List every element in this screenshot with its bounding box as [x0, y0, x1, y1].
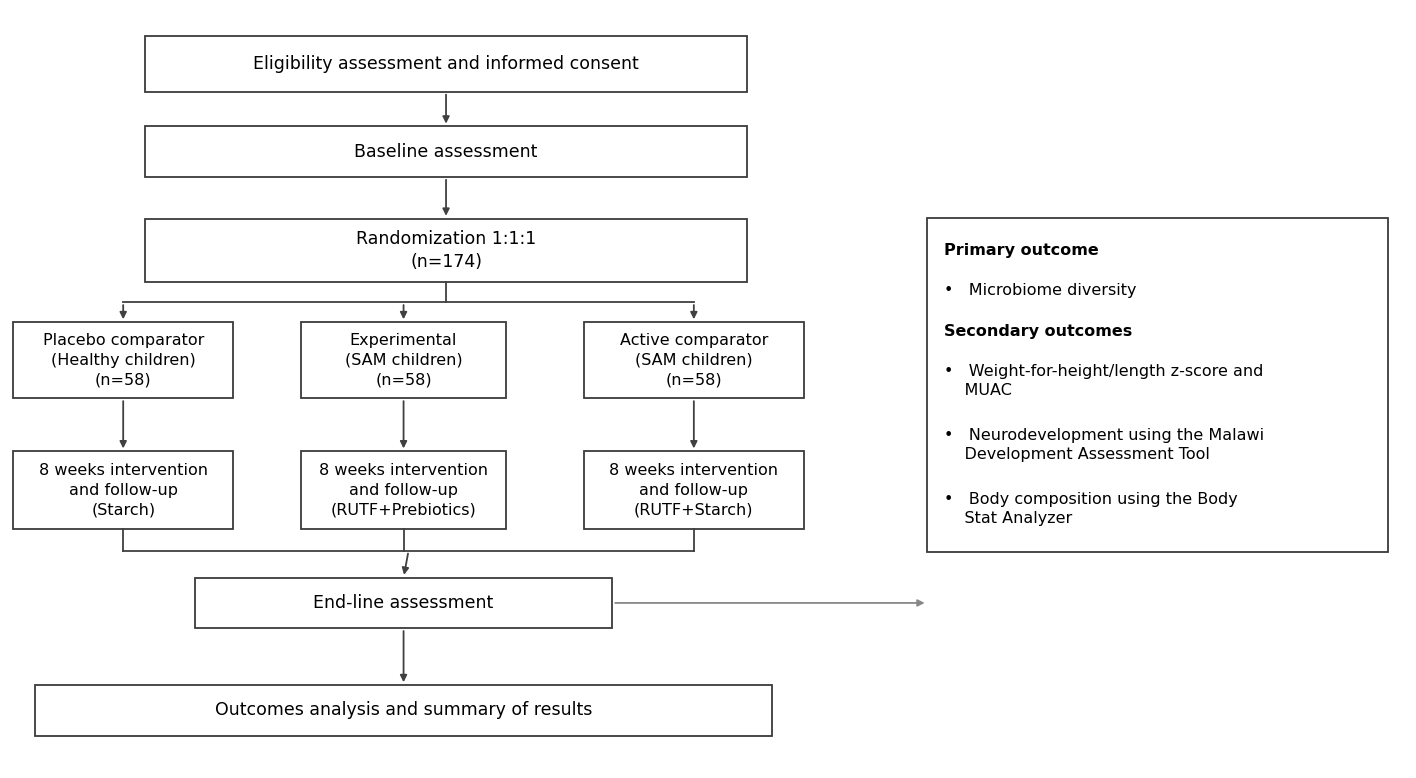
Text: 8 weeks intervention
and follow-up
(RUTF+Prebiotics): 8 weeks intervention and follow-up (RUTF… [319, 463, 489, 517]
Text: 8 weeks intervention
and follow-up
(RUTF+Starch): 8 weeks intervention and follow-up (RUTF… [609, 463, 779, 517]
Bar [146, 126, 748, 177]
Text: 8 weeks intervention
and follow-up
(Starch): 8 weeks intervention and follow-up (Star… [38, 463, 208, 517]
Bar [300, 451, 506, 529]
Bar [146, 36, 748, 92]
Text: •   Weight-for-height/length z-score and
    MUAC: • Weight-for-height/length z-score and M… [944, 364, 1264, 398]
Text: Placebo comparator
(Healthy children)
(n=58): Placebo comparator (Healthy children) (n… [42, 333, 204, 387]
Text: Primary outcome: Primary outcome [944, 243, 1099, 258]
Text: •   Neurodevelopment using the Malawi
    Development Assessment Tool: • Neurodevelopment using the Malawi Deve… [944, 428, 1264, 462]
Text: Randomization 1:1:1
(n=174): Randomization 1:1:1 (n=174) [355, 230, 537, 272]
Text: •   Body composition using the Body
    Stat Analyzer: • Body composition using the Body Stat A… [944, 492, 1238, 526]
Bar [927, 218, 1388, 552]
Bar [13, 322, 232, 398]
Bar [13, 451, 232, 529]
Text: Baseline assessment: Baseline assessment [354, 142, 538, 161]
Text: •   Microbiome diversity: • Microbiome diversity [944, 283, 1137, 298]
Bar [146, 219, 748, 282]
Text: Experimental
(SAM children)
(n=58): Experimental (SAM children) (n=58) [344, 333, 463, 387]
Bar [35, 685, 772, 736]
Bar [194, 577, 613, 629]
Bar [585, 451, 804, 529]
Bar [585, 322, 804, 398]
Text: Eligibility assessment and informed consent: Eligibility assessment and informed cons… [253, 54, 639, 73]
Text: Outcomes analysis and summary of results: Outcomes analysis and summary of results [215, 701, 592, 720]
Text: Active comparator
(SAM children)
(n=58): Active comparator (SAM children) (n=58) [620, 333, 767, 387]
Text: End-line assessment: End-line assessment [313, 594, 494, 612]
Bar [300, 322, 506, 398]
Text: Secondary outcomes: Secondary outcomes [944, 324, 1133, 338]
